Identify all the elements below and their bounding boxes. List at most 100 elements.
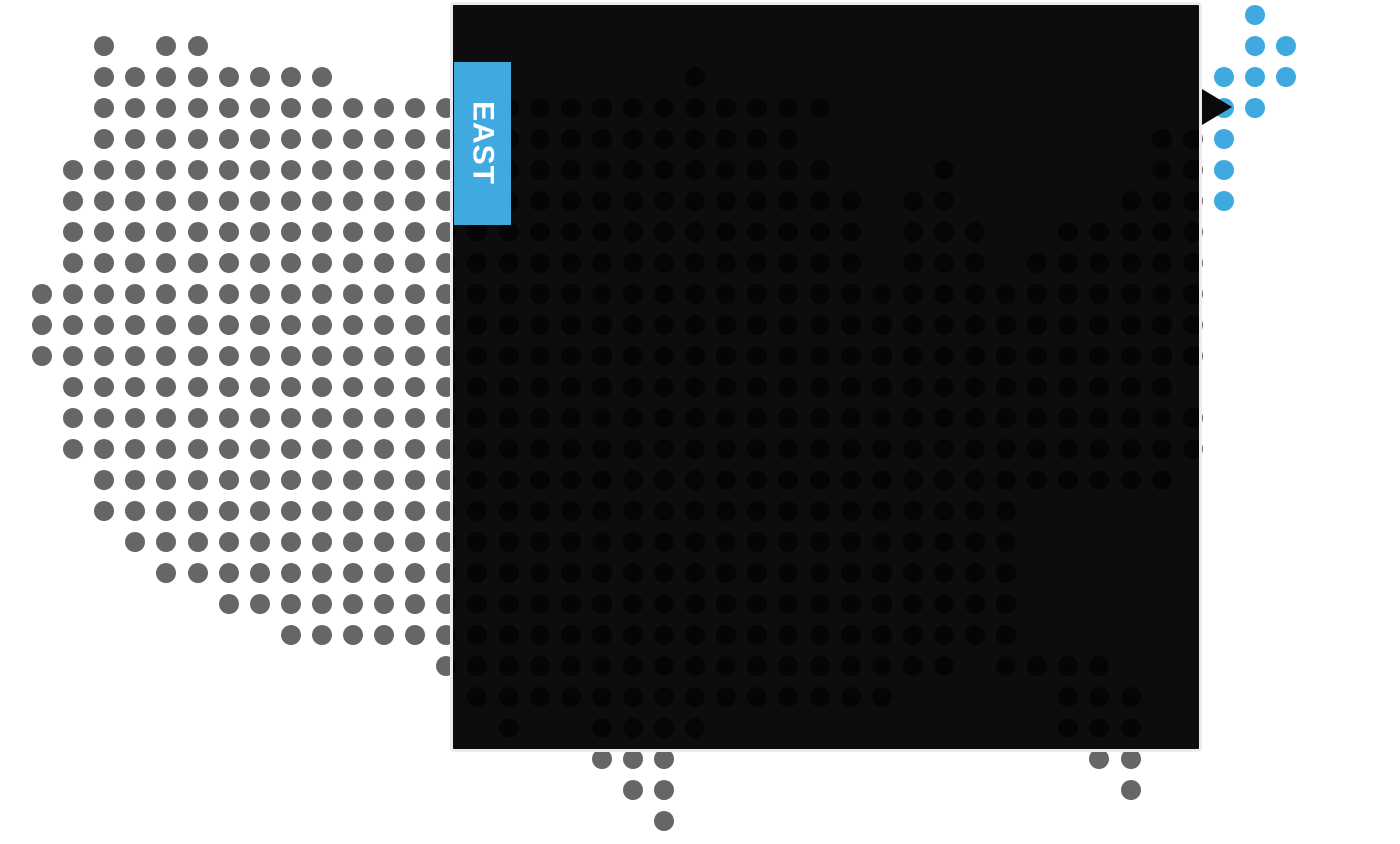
map-dot xyxy=(94,501,115,521)
map-dot xyxy=(218,408,239,428)
highlight-region-dot xyxy=(1213,160,1234,180)
map-dot xyxy=(249,470,270,490)
map-dot xyxy=(218,346,239,366)
map-dot xyxy=(125,160,146,180)
map-dot xyxy=(311,253,332,273)
map-dot xyxy=(280,222,301,242)
map-dot xyxy=(156,191,177,211)
highlight-region-dot xyxy=(1213,129,1234,149)
map-dot xyxy=(63,284,84,304)
highlight-region-dot xyxy=(1244,98,1265,118)
map-dot xyxy=(249,129,270,149)
map-dot xyxy=(405,346,426,366)
map-dot xyxy=(374,222,395,242)
map-dot xyxy=(187,222,208,242)
map-dot xyxy=(32,346,52,366)
map-dot xyxy=(249,284,270,304)
map-dot xyxy=(156,67,177,87)
map-dot xyxy=(187,284,208,304)
map-dot xyxy=(311,129,332,149)
map-dot xyxy=(405,129,426,149)
region-tab[interactable]: EAST xyxy=(454,62,511,225)
map-dot xyxy=(343,315,363,335)
map-dot xyxy=(622,780,643,800)
map-dot xyxy=(218,253,239,273)
map-dot xyxy=(156,160,177,180)
map-dot xyxy=(94,67,115,87)
map-dot xyxy=(218,98,239,118)
map-dot xyxy=(249,67,270,87)
map-dot xyxy=(405,222,426,242)
map-dot xyxy=(156,470,177,490)
map-dot xyxy=(249,191,270,211)
map-dot xyxy=(343,439,363,459)
map-dot xyxy=(249,222,270,242)
map-dot xyxy=(125,315,146,335)
map-dot xyxy=(94,160,115,180)
map-dot xyxy=(311,346,332,366)
map-dot xyxy=(63,222,84,242)
map-dot xyxy=(125,284,146,304)
map-dot xyxy=(343,625,363,645)
map-dot xyxy=(374,346,395,366)
map-dot xyxy=(187,408,208,428)
map-dot xyxy=(249,315,270,335)
map-dot xyxy=(63,160,84,180)
map-dot xyxy=(94,284,115,304)
map-dot xyxy=(187,67,208,87)
map-dot xyxy=(311,594,332,614)
map-dot xyxy=(311,160,332,180)
map-dot xyxy=(125,532,146,552)
map-dot xyxy=(405,532,426,552)
map-dot xyxy=(405,315,426,335)
map-dot xyxy=(94,470,115,490)
highlight-region-dot xyxy=(1244,5,1265,25)
map-dot xyxy=(622,749,643,769)
map-dot xyxy=(311,439,332,459)
map-dot xyxy=(125,98,146,118)
map-dot xyxy=(311,408,332,428)
map-dot xyxy=(343,501,363,521)
map-dot xyxy=(311,67,332,87)
map-dot xyxy=(1089,749,1110,769)
map-dot xyxy=(311,377,332,397)
map-dot xyxy=(63,315,84,335)
map-dot xyxy=(405,284,426,304)
map-dot xyxy=(374,439,395,459)
map-dot xyxy=(343,470,363,490)
map-dot xyxy=(187,470,208,490)
map-dot xyxy=(125,470,146,490)
map-dot xyxy=(311,532,332,552)
map-dot xyxy=(374,315,395,335)
map-dot xyxy=(187,315,208,335)
map-dot xyxy=(654,780,674,800)
map-dot xyxy=(311,315,332,335)
map-dot xyxy=(343,98,363,118)
map-dot xyxy=(32,315,52,335)
panel-pointer-arrow xyxy=(1202,89,1232,125)
map-dot xyxy=(280,98,301,118)
map-dot xyxy=(249,408,270,428)
map-dot xyxy=(249,439,270,459)
map-dot xyxy=(249,98,270,118)
map-dot xyxy=(249,377,270,397)
map-dot xyxy=(156,439,177,459)
map-dot xyxy=(311,284,332,304)
map-dot xyxy=(156,532,177,552)
map-dot xyxy=(187,346,208,366)
map-dot xyxy=(343,594,363,614)
map-dot xyxy=(249,532,270,552)
map-dot xyxy=(280,625,301,645)
map-dot xyxy=(374,470,395,490)
map-dot xyxy=(125,253,146,273)
map-dot xyxy=(374,191,395,211)
map-dot xyxy=(280,67,301,87)
map-dot xyxy=(187,98,208,118)
map-dot xyxy=(374,253,395,273)
map-dot xyxy=(218,160,239,180)
map-dot xyxy=(94,408,115,428)
map-dot xyxy=(343,129,363,149)
map-dot xyxy=(94,346,115,366)
map-dot xyxy=(405,160,426,180)
map-dot xyxy=(405,439,426,459)
